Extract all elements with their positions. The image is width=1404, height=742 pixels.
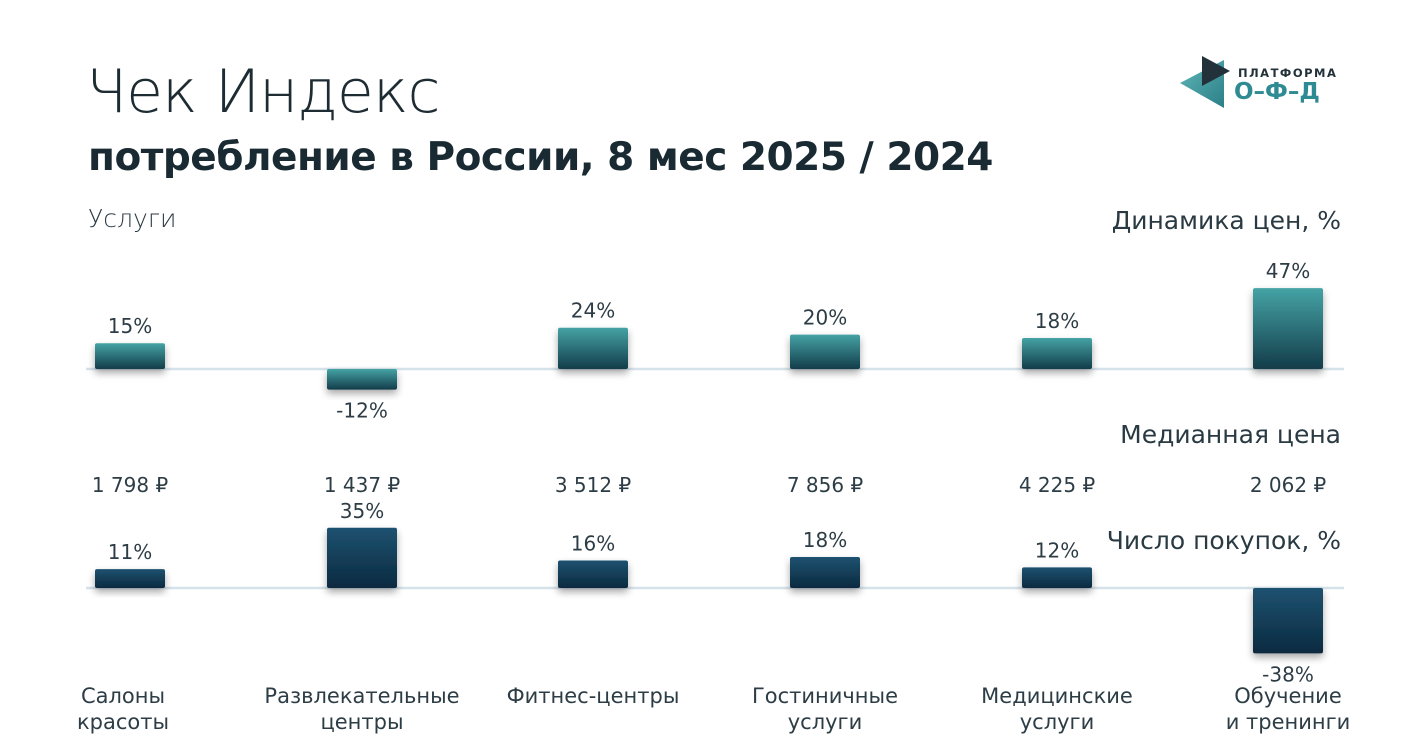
median-price-label: 3 512 ₽ — [555, 473, 632, 497]
purchase-count-change-bar — [327, 527, 397, 588]
price-change-value-label: 20% — [803, 306, 847, 330]
purchase-count-change-value-label: -38% — [1262, 662, 1314, 686]
median-price-label: 2 062 ₽ — [1250, 473, 1327, 497]
category-label: Развлекательные — [264, 684, 459, 708]
logo-top-text: ПЛАТФОРМА — [1238, 66, 1338, 80]
logo-mark-icon — [1180, 56, 1230, 108]
price-change-value-label: 24% — [571, 299, 615, 323]
category-label: Гостиничные — [752, 684, 898, 708]
purchase-count-change-bar — [1253, 588, 1323, 654]
purchase-count-change-value-label: 16% — [571, 531, 615, 555]
purchase-count-change-bar — [558, 560, 628, 588]
price-change-bar — [558, 327, 628, 369]
price-change-value-label: 15% — [108, 314, 152, 338]
series-price-title: Динамика цен, % — [1112, 206, 1341, 235]
category-label: красоты — [77, 710, 169, 734]
purchase-count-change-value-label: 18% — [803, 528, 847, 552]
page-title: Чек Индекс — [86, 57, 440, 127]
median-price-label: 4 225 ₽ — [1019, 473, 1096, 497]
price-change-bar — [1022, 338, 1092, 369]
purchase-count-change-bar — [790, 557, 860, 588]
purchase-count-change-bar — [1022, 567, 1092, 588]
category-label: Обучение — [1234, 684, 1342, 708]
logo-bottom-text: О–Ф–Д — [1234, 79, 1320, 105]
price-change-value-label: 18% — [1035, 309, 1079, 333]
category-label: и тренинги — [1226, 710, 1351, 734]
price-change-bar — [790, 334, 860, 369]
price-change-value-label: 47% — [1266, 259, 1310, 283]
category-label: Салоны — [81, 684, 165, 708]
purchase-count-change-value-label: 12% — [1035, 538, 1079, 562]
category-label: Фитнес-центры — [507, 684, 680, 708]
purchase-count-change-bar — [95, 569, 165, 588]
median-title: Медианная цена — [1120, 420, 1341, 449]
section-label: Услуги — [88, 204, 177, 233]
median-price-label: 1 437 ₽ — [324, 473, 401, 497]
category-label: Медицинские — [981, 684, 1133, 708]
price-change-bar — [95, 343, 165, 369]
series-count-title: Число покупок, % — [1107, 526, 1341, 555]
category-label: услуги — [788, 710, 863, 734]
purchase-count-change-value-label: 35% — [340, 499, 384, 523]
price-change-bar — [1253, 288, 1323, 369]
median-price-label: 1 798 ₽ — [92, 473, 169, 497]
platform-ofd-logo: ПЛАТФОРМА О–Ф–Д — [1176, 54, 1351, 114]
purchase-count-change-value-label: 11% — [108, 540, 152, 564]
category-label: центры — [320, 710, 403, 734]
median-price-label: 7 856 ₽ — [787, 473, 864, 497]
price-change-bar — [327, 369, 397, 390]
category-label: услуги — [1020, 710, 1095, 734]
page-subtitle: потребление в России, 8 мес 2025 / 2024 — [88, 135, 993, 180]
price-change-value-label: -12% — [336, 399, 388, 423]
